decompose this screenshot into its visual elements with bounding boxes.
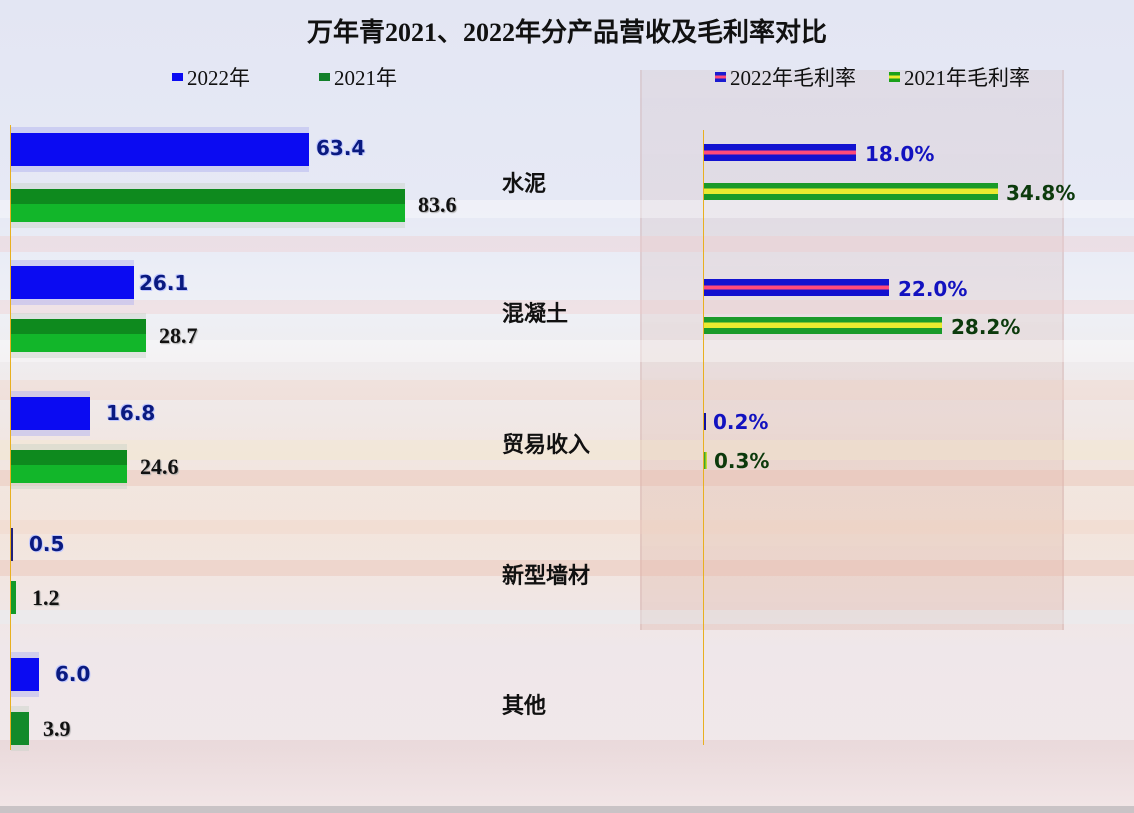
background-trees — [0, 740, 1134, 806]
chart-title: 万年青2021、2022年分产品营收及毛利率对比 — [306, 18, 827, 47]
bar-2022-concrete — [11, 266, 134, 299]
value-label: 1.2 — [32, 585, 60, 610]
background-band — [0, 300, 1134, 314]
background-band — [0, 470, 1134, 486]
bottom-border — [0, 806, 1134, 813]
legend-label: 2022年 — [187, 66, 250, 90]
category-label: 混凝土 — [502, 301, 569, 326]
background-photo-structure — [640, 70, 1064, 630]
value-label: 83.6 — [418, 192, 457, 217]
bar-2021-wall-material — [11, 581, 16, 614]
bar-2021-trade — [11, 450, 127, 483]
category-label: 新型墙材 — [502, 563, 591, 588]
category-label: 水泥 — [502, 171, 547, 196]
value-label: 63.4 — [316, 136, 366, 160]
value-label: 22.0% — [898, 277, 968, 301]
bar-2022-trade — [11, 397, 90, 430]
bar-2022-margin-concrete — [704, 279, 889, 296]
legend-2022-margin: 2022年毛利率 — [715, 62, 856, 92]
legend-2021: 2021年 — [319, 62, 397, 92]
background-band — [0, 236, 1134, 252]
bar-2021-other — [11, 712, 29, 745]
legend-swatch-icon — [715, 72, 726, 82]
background-band — [0, 440, 1134, 460]
legend-label: 2021年毛利率 — [904, 66, 1030, 90]
background-band — [0, 380, 1134, 400]
bar-2021-cement — [11, 189, 405, 222]
legend-2022: 2022年 — [172, 62, 250, 92]
value-label: 0.5 — [29, 532, 65, 556]
legend-swatch-icon — [319, 73, 330, 81]
legend-swatch-icon — [889, 72, 900, 82]
bar-2021-concrete — [11, 319, 146, 352]
legend-2021-margin: 2021年毛利率 — [889, 62, 1030, 92]
background-band — [0, 520, 1134, 534]
value-label: 3.9 — [43, 716, 71, 741]
bar-2021-margin-cement — [704, 183, 998, 200]
legend-label: 2022年毛利率 — [730, 66, 856, 90]
bar-2022-wall-material — [11, 528, 13, 561]
value-label: 28.7 — [159, 323, 198, 348]
bar-2022-other — [11, 658, 39, 691]
legend-swatch-icon — [172, 73, 183, 81]
background-band — [0, 610, 1134, 624]
category-label: 贸易收入 — [502, 432, 591, 457]
value-label: 26.1 — [139, 271, 189, 295]
background-band — [0, 340, 1134, 362]
value-label: 0.2% — [713, 410, 769, 434]
revenue-axis — [10, 125, 11, 750]
legend-label: 2021年 — [334, 66, 397, 90]
value-label: 16.8 — [106, 401, 156, 425]
bar-2022-margin-cement — [704, 144, 856, 161]
margin-axis — [703, 130, 704, 745]
value-label: 0.3% — [714, 449, 770, 473]
category-label: 其他 — [502, 693, 547, 718]
bar-2022-cement — [11, 133, 309, 166]
background-band — [0, 560, 1134, 576]
value-label: 28.2% — [951, 315, 1021, 339]
bar-2021-margin-trade — [704, 452, 707, 469]
bar-2022-margin-trade — [704, 413, 706, 430]
value-label: 6.0 — [55, 662, 91, 686]
bar-2021-margin-concrete — [704, 317, 942, 334]
value-label: 24.6 — [140, 454, 179, 479]
value-label: 34.8% — [1006, 181, 1076, 205]
value-label: 18.0% — [865, 142, 935, 166]
